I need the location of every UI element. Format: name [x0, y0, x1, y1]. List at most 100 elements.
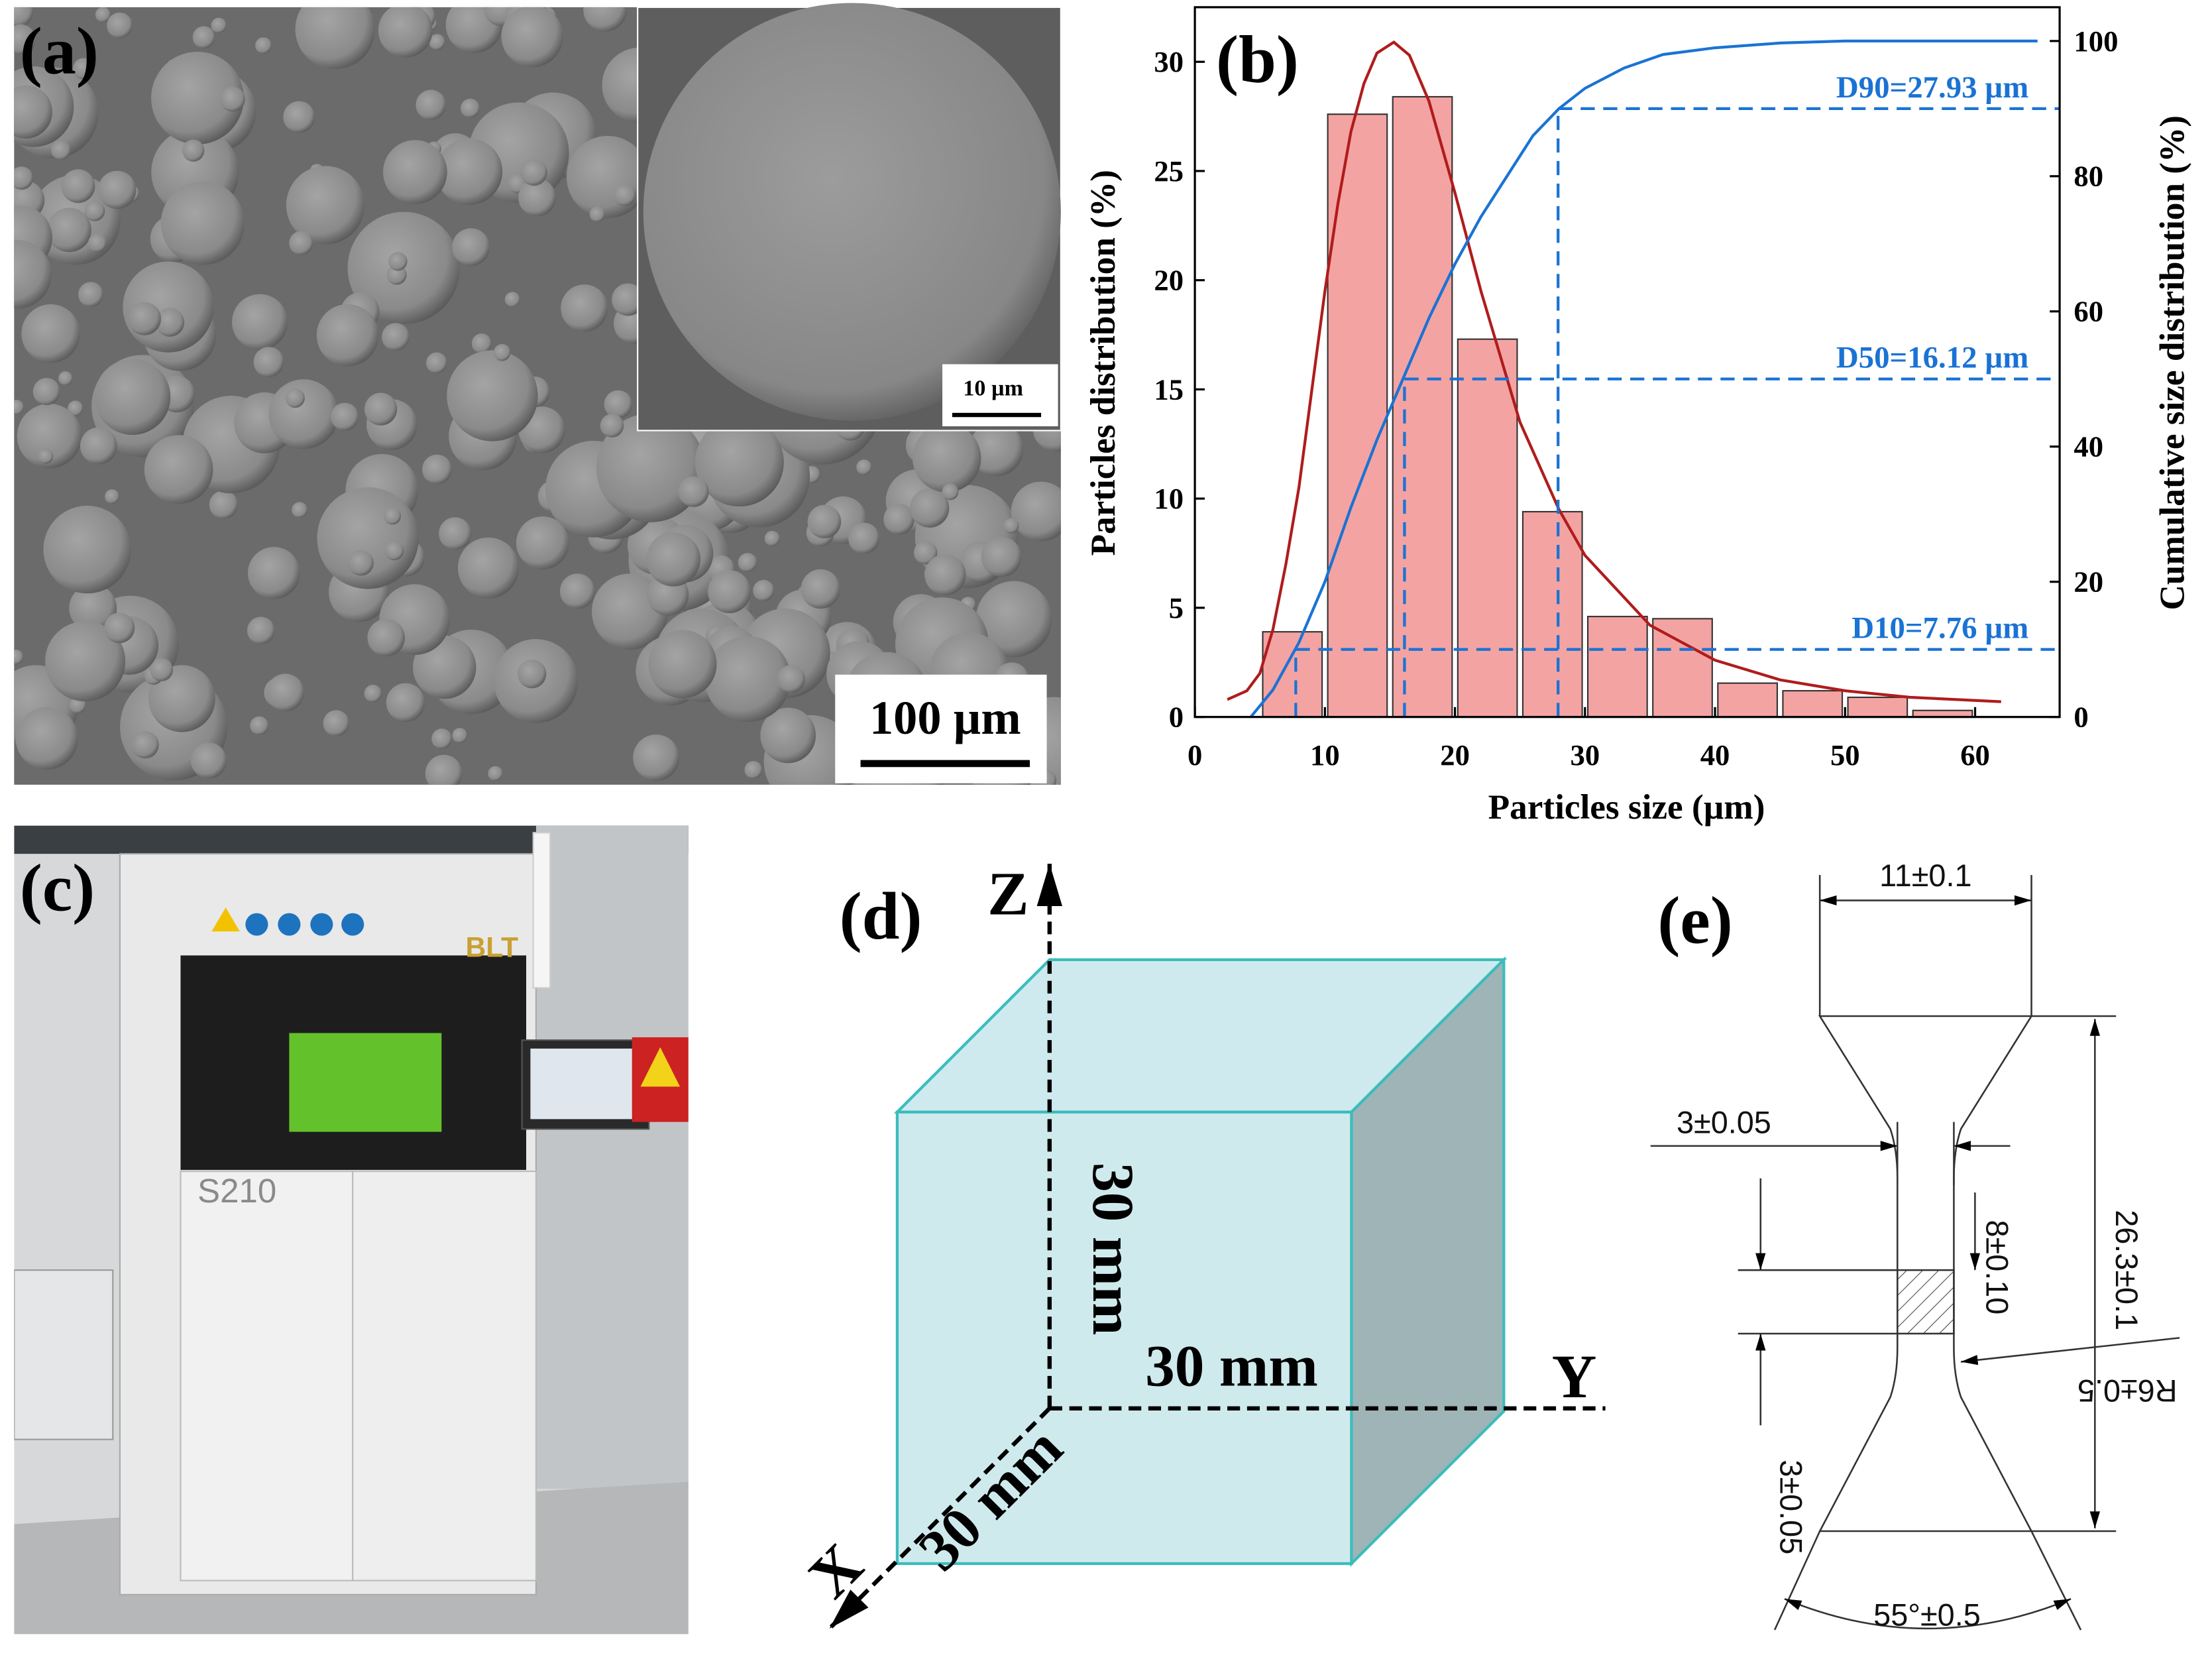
particle: [209, 490, 238, 520]
cube-front: [895, 1110, 1353, 1566]
particle: [38, 448, 54, 464]
dimension-text: 11±0.1: [1879, 858, 1971, 893]
panel-e: (e) 11±0.1 3±0.05 8±0.10 26.3±0.1 R6±0.5…: [1650, 858, 2180, 1633]
panel-a: 10 µm 100 µm (a): [14, 3, 1062, 785]
particle: [488, 766, 503, 781]
particle: [87, 233, 107, 253]
gauge-hatch: [1896, 1269, 1955, 1335]
particle: [97, 170, 137, 209]
particle: [84, 200, 105, 221]
bar: [1717, 682, 1778, 718]
bar: [1782, 690, 1844, 718]
y-tick-label: 25: [1154, 154, 1184, 188]
particle: [612, 283, 645, 316]
particle: [910, 488, 950, 528]
bar: [1392, 95, 1453, 718]
x-axis: [828, 1407, 1052, 1631]
particle: [471, 333, 492, 354]
particle: [69, 584, 117, 632]
wall: [535, 825, 689, 1489]
axis-label: X: [796, 1531, 876, 1611]
warning-icon: [640, 1047, 681, 1087]
particle: [15, 707, 78, 770]
machine-door: [180, 1171, 354, 1582]
bar: [1457, 338, 1518, 718]
panel-c: BLT S210 (c): [14, 825, 689, 1635]
particle: [415, 89, 446, 120]
particle: [518, 178, 556, 217]
particle: [848, 522, 880, 554]
particle: [127, 302, 161, 335]
particle: [107, 12, 133, 38]
machine-window: [289, 1033, 442, 1132]
particle: [613, 184, 636, 206]
particle: [461, 98, 480, 118]
particle: [14, 240, 52, 309]
particle: [708, 570, 751, 614]
particle: [68, 400, 83, 416]
dimension-text: 8±0.10: [1979, 1220, 2014, 1314]
annotation: D50=16.12 µm: [1836, 341, 2028, 375]
particle: [47, 207, 91, 253]
particle: [331, 402, 359, 431]
particle: [912, 424, 981, 492]
particle: [248, 547, 300, 599]
x-tick-label: 30: [1570, 738, 1600, 772]
particle: [777, 665, 805, 693]
y-tick-label: 10: [1154, 482, 1184, 515]
bar: [1587, 616, 1648, 718]
bar: [1521, 510, 1583, 718]
particle: [14, 166, 33, 190]
particle: [504, 292, 520, 308]
x-tick-label: 60: [1960, 738, 1990, 772]
x-tick-label: 10: [1310, 738, 1340, 772]
particle: [32, 378, 60, 406]
particle: [268, 379, 339, 449]
particle: [160, 181, 245, 265]
model-text: S210: [197, 1172, 276, 1210]
inset-scale-text: 10 µm: [963, 376, 1023, 400]
particle: [364, 392, 398, 426]
scale-text: 100 µm: [869, 691, 1021, 744]
particle: [155, 308, 185, 337]
brand-text: BLT: [466, 932, 519, 964]
particle: [422, 454, 452, 485]
particle: [14, 400, 24, 415]
icon: [211, 907, 240, 932]
particle: [753, 579, 775, 601]
particle: [364, 685, 382, 703]
panel-label: (d): [840, 879, 922, 954]
dimension-text: 26.3±0.1: [2109, 1210, 2144, 1330]
y-tick-label: 30: [1154, 45, 1184, 78]
particle: [151, 52, 244, 144]
panel-label: (e): [1657, 883, 1732, 958]
particle: [431, 728, 452, 749]
particle: [604, 390, 633, 419]
particle: [807, 504, 842, 539]
particle: [704, 636, 791, 722]
y2-tick-label: 0: [2074, 701, 2088, 734]
particle: [447, 350, 538, 441]
particle: [295, 7, 375, 70]
particle: [61, 169, 95, 203]
leader-line: [1960, 1337, 2180, 1365]
particle: [439, 517, 472, 550]
particle: [182, 139, 205, 162]
particle: [144, 435, 213, 504]
particle: [80, 427, 117, 465]
y2-tick-label: 20: [2074, 565, 2103, 599]
particle: [21, 304, 80, 363]
particle: [73, 58, 95, 80]
particle: [517, 659, 547, 689]
particle: [501, 7, 563, 68]
x-tick-label: 0: [1188, 738, 1202, 772]
x-tick-label: 50: [1830, 738, 1860, 772]
y2-tick-label: 100: [2074, 25, 2118, 58]
particle: [883, 504, 914, 535]
panel-b: (b) Particles size (µm) Particles distri…: [1083, 6, 2191, 827]
particle: [43, 505, 131, 594]
icon: [245, 913, 268, 936]
particle: [633, 734, 680, 781]
particle: [981, 536, 1022, 577]
